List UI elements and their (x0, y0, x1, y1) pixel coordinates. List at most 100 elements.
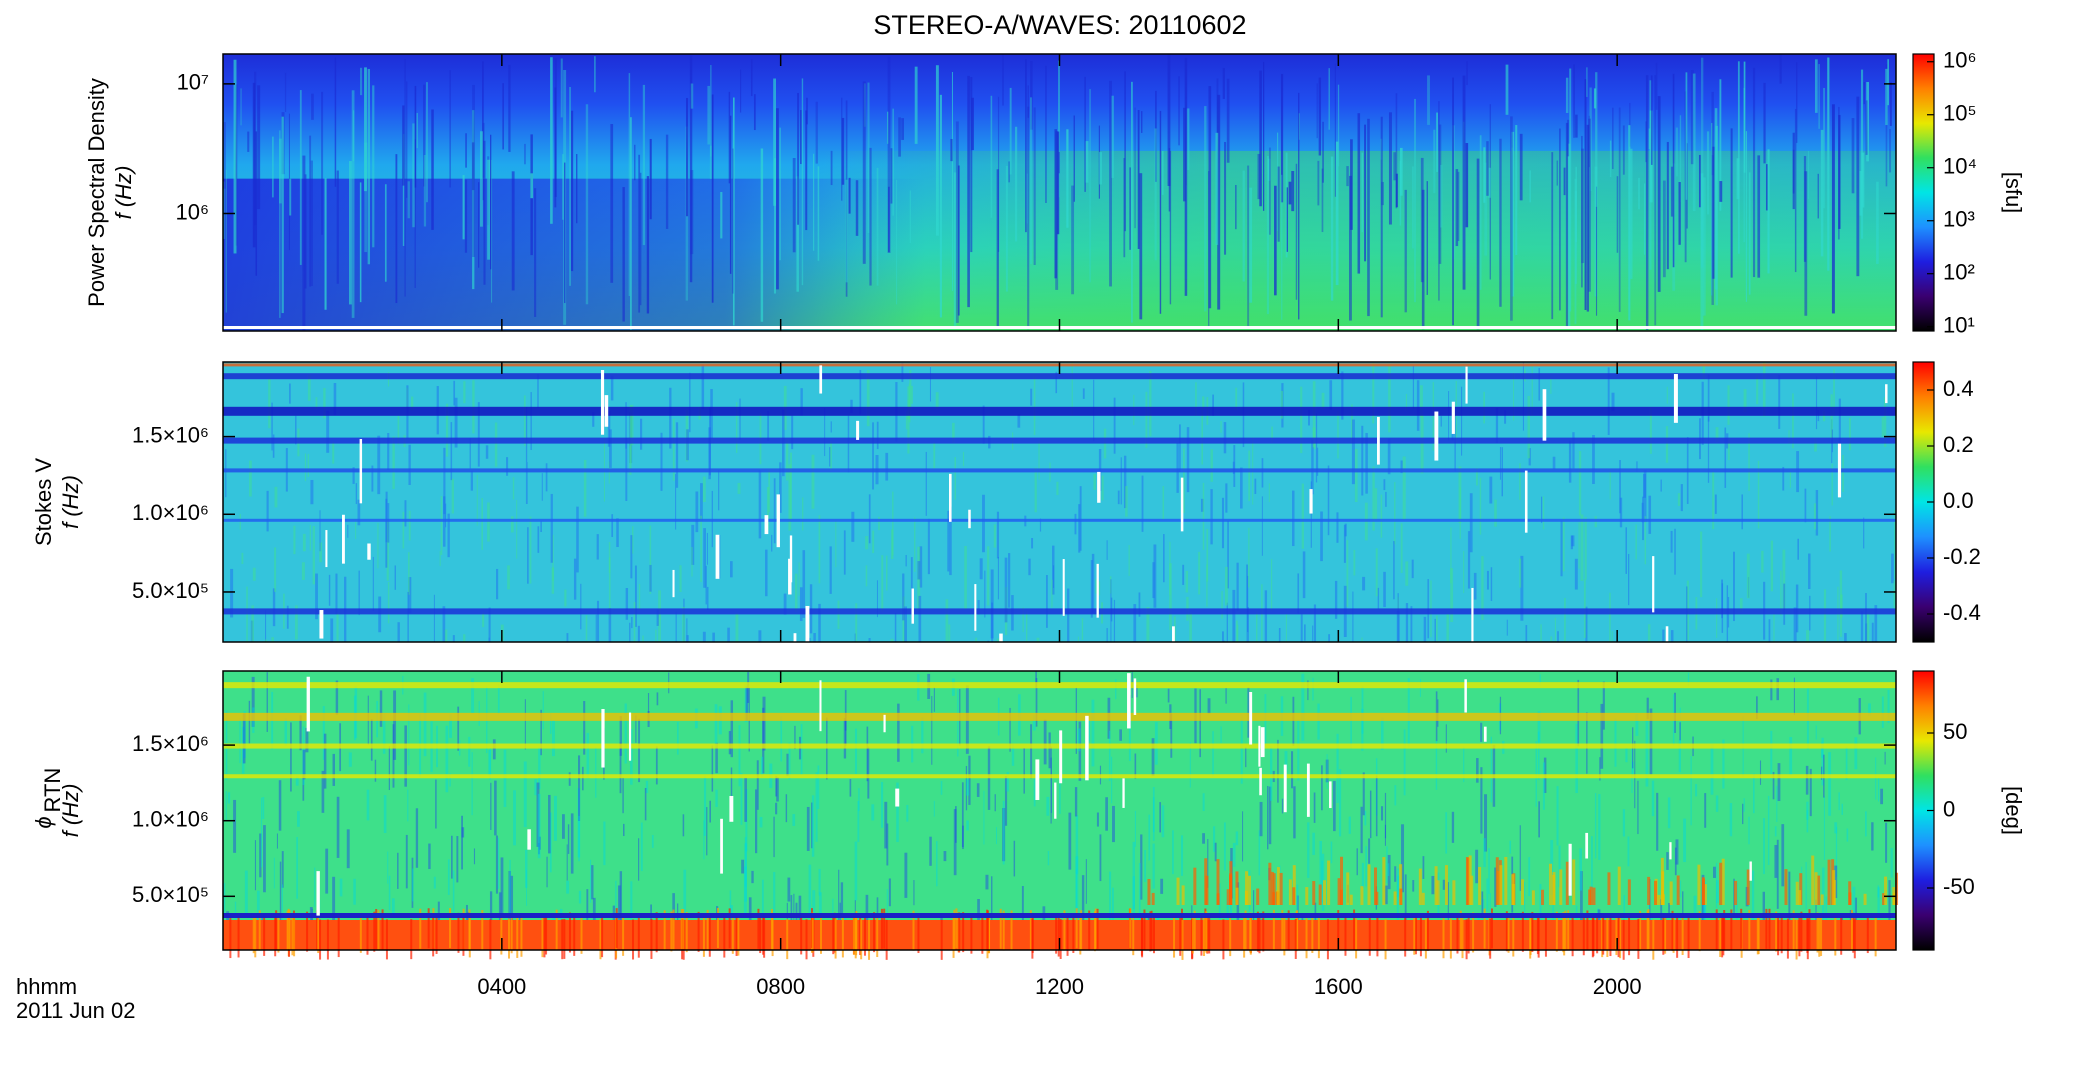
spectrogram-streak (1805, 765, 1809, 795)
spectrogram-streak (1394, 785, 1397, 806)
spectrogram-streak (739, 398, 741, 440)
spectrogram-streak (1823, 589, 1827, 642)
spectrogram-streak (981, 913, 984, 954)
spectrogram-streak (907, 386, 910, 454)
spectrogram-streak (506, 457, 509, 476)
spectrogram-streak (1678, 182, 1681, 245)
spectrogram-streak (1117, 490, 1120, 505)
spectrogram-streak (323, 733, 327, 789)
spectrogram-streak (393, 690, 397, 760)
spectrogram-streak (635, 715, 637, 743)
colorbar-tick-label: 10² (1943, 260, 1975, 285)
spectrogram-streak (571, 110, 574, 272)
spectrogram-streak (1885, 64, 1888, 187)
spectrogram-streak (1811, 855, 1815, 905)
spectrogram-streak (811, 802, 813, 849)
spectrogram-streak (709, 800, 712, 823)
spectrogram-streak (1377, 587, 1380, 609)
spectrogram-streak (686, 618, 688, 642)
spectrogram-streak (384, 184, 387, 282)
spectrogram-streak (1236, 562, 1239, 611)
spectrogram-streak (1047, 851, 1050, 866)
spectrogram-streak (1075, 908, 1078, 949)
spectrogram-streak (445, 725, 449, 793)
spectrogram-streak (1609, 916, 1612, 957)
spectrogram-streak (815, 101, 818, 164)
spectrogram-streak (1680, 484, 1683, 512)
spectrogram-streak (849, 779, 852, 797)
spectrogram-streak (432, 916, 435, 957)
spectrogram-streak (1056, 131, 1060, 235)
spectrogram-streak (494, 422, 498, 467)
spectrogram-streak (982, 494, 985, 553)
spectrogram-streak (776, 108, 779, 290)
spectrogram-streak (319, 542, 322, 563)
spectrogram-streak (461, 827, 465, 838)
spectrogram-streak (1445, 724, 1447, 753)
spectrogram-streak (1227, 520, 1229, 589)
spectrogram-streak (1871, 822, 1874, 851)
spectrogram-streak (623, 823, 625, 837)
spectrogram-streak (851, 511, 855, 542)
spectrogram-streak (1375, 891, 1379, 905)
spectrogram-streak (758, 470, 762, 539)
spectrogram-streak (690, 83, 694, 109)
spectrogram-streak (223, 181, 225, 239)
spectrogram-streak (1079, 486, 1082, 551)
spectrogram-streak (423, 84, 426, 187)
spectrogram-streak (1815, 490, 1819, 536)
spectrogram-streak (1140, 915, 1143, 956)
spectrogram-streak (450, 422, 453, 481)
spectrogram-streak (601, 917, 604, 958)
spectrogram-streak (1404, 189, 1407, 313)
spectrogram-streak (1002, 808, 1006, 862)
spectrogram-streak (787, 877, 791, 902)
spectrogram-streak (1172, 626, 1175, 642)
spectrogram-streak (1784, 869, 1788, 905)
spectrogram-streak (945, 599, 949, 642)
spectrogram-streak (740, 772, 743, 825)
spectrogram-streak (1667, 797, 1671, 829)
spectrogram-streak (1889, 128, 1892, 173)
spectrogram-streak (1721, 917, 1724, 958)
spectrogram-streak (1300, 386, 1303, 454)
spectrogram-streak (1154, 722, 1158, 765)
spectrogram-streak (1304, 624, 1306, 641)
spectrogram-streak (1574, 190, 1578, 284)
spectrogram-streak (470, 470, 473, 491)
spectrogram-streak (1749, 861, 1752, 881)
spectrogram-streak (319, 510, 321, 552)
spectrogram-streak (540, 709, 542, 756)
spectrogram-streak (1085, 141, 1089, 183)
spectrogram-streak (1313, 604, 1317, 642)
spectrogram-streak (1159, 802, 1162, 833)
spectrogram-streak (1746, 553, 1750, 599)
spectrogram-streak (1414, 98, 1416, 303)
spectrogram-streak (1775, 911, 1778, 952)
spectrogram-streak (485, 445, 489, 459)
spectrogram-streak (482, 612, 485, 628)
spectrogram-streak (619, 742, 622, 794)
spectrogram-streak (1774, 844, 1778, 878)
spectrogram-streak (764, 515, 769, 535)
spectrogram-streak (1483, 726, 1487, 742)
spectrogram-streak (1833, 369, 1835, 416)
spectrogram-streak (589, 859, 592, 903)
spectrogram-streak (1593, 88, 1597, 109)
spectrogram-streak (1834, 915, 1837, 956)
spectrogram-streak (1134, 107, 1136, 229)
spectrogram-streak (1361, 862, 1365, 888)
spectrogram-streak (1780, 913, 1783, 954)
colorbar-tick-label: 10⁵ (1943, 101, 1977, 126)
spectrogram-streak (1679, 880, 1682, 898)
spectrogram-streak (310, 160, 314, 286)
spectrogram-streak (1326, 919, 1329, 960)
spectrogram-streak (323, 387, 326, 419)
spectrogram-streak (615, 880, 617, 933)
spectrogram-streak (1067, 588, 1070, 642)
spectrogram-streak (730, 700, 734, 758)
spectrogram-streak (706, 909, 709, 950)
spectrogram-streak (1786, 918, 1789, 959)
spectrogram-streak (234, 901, 237, 936)
spectrogram-streak (968, 509, 971, 529)
